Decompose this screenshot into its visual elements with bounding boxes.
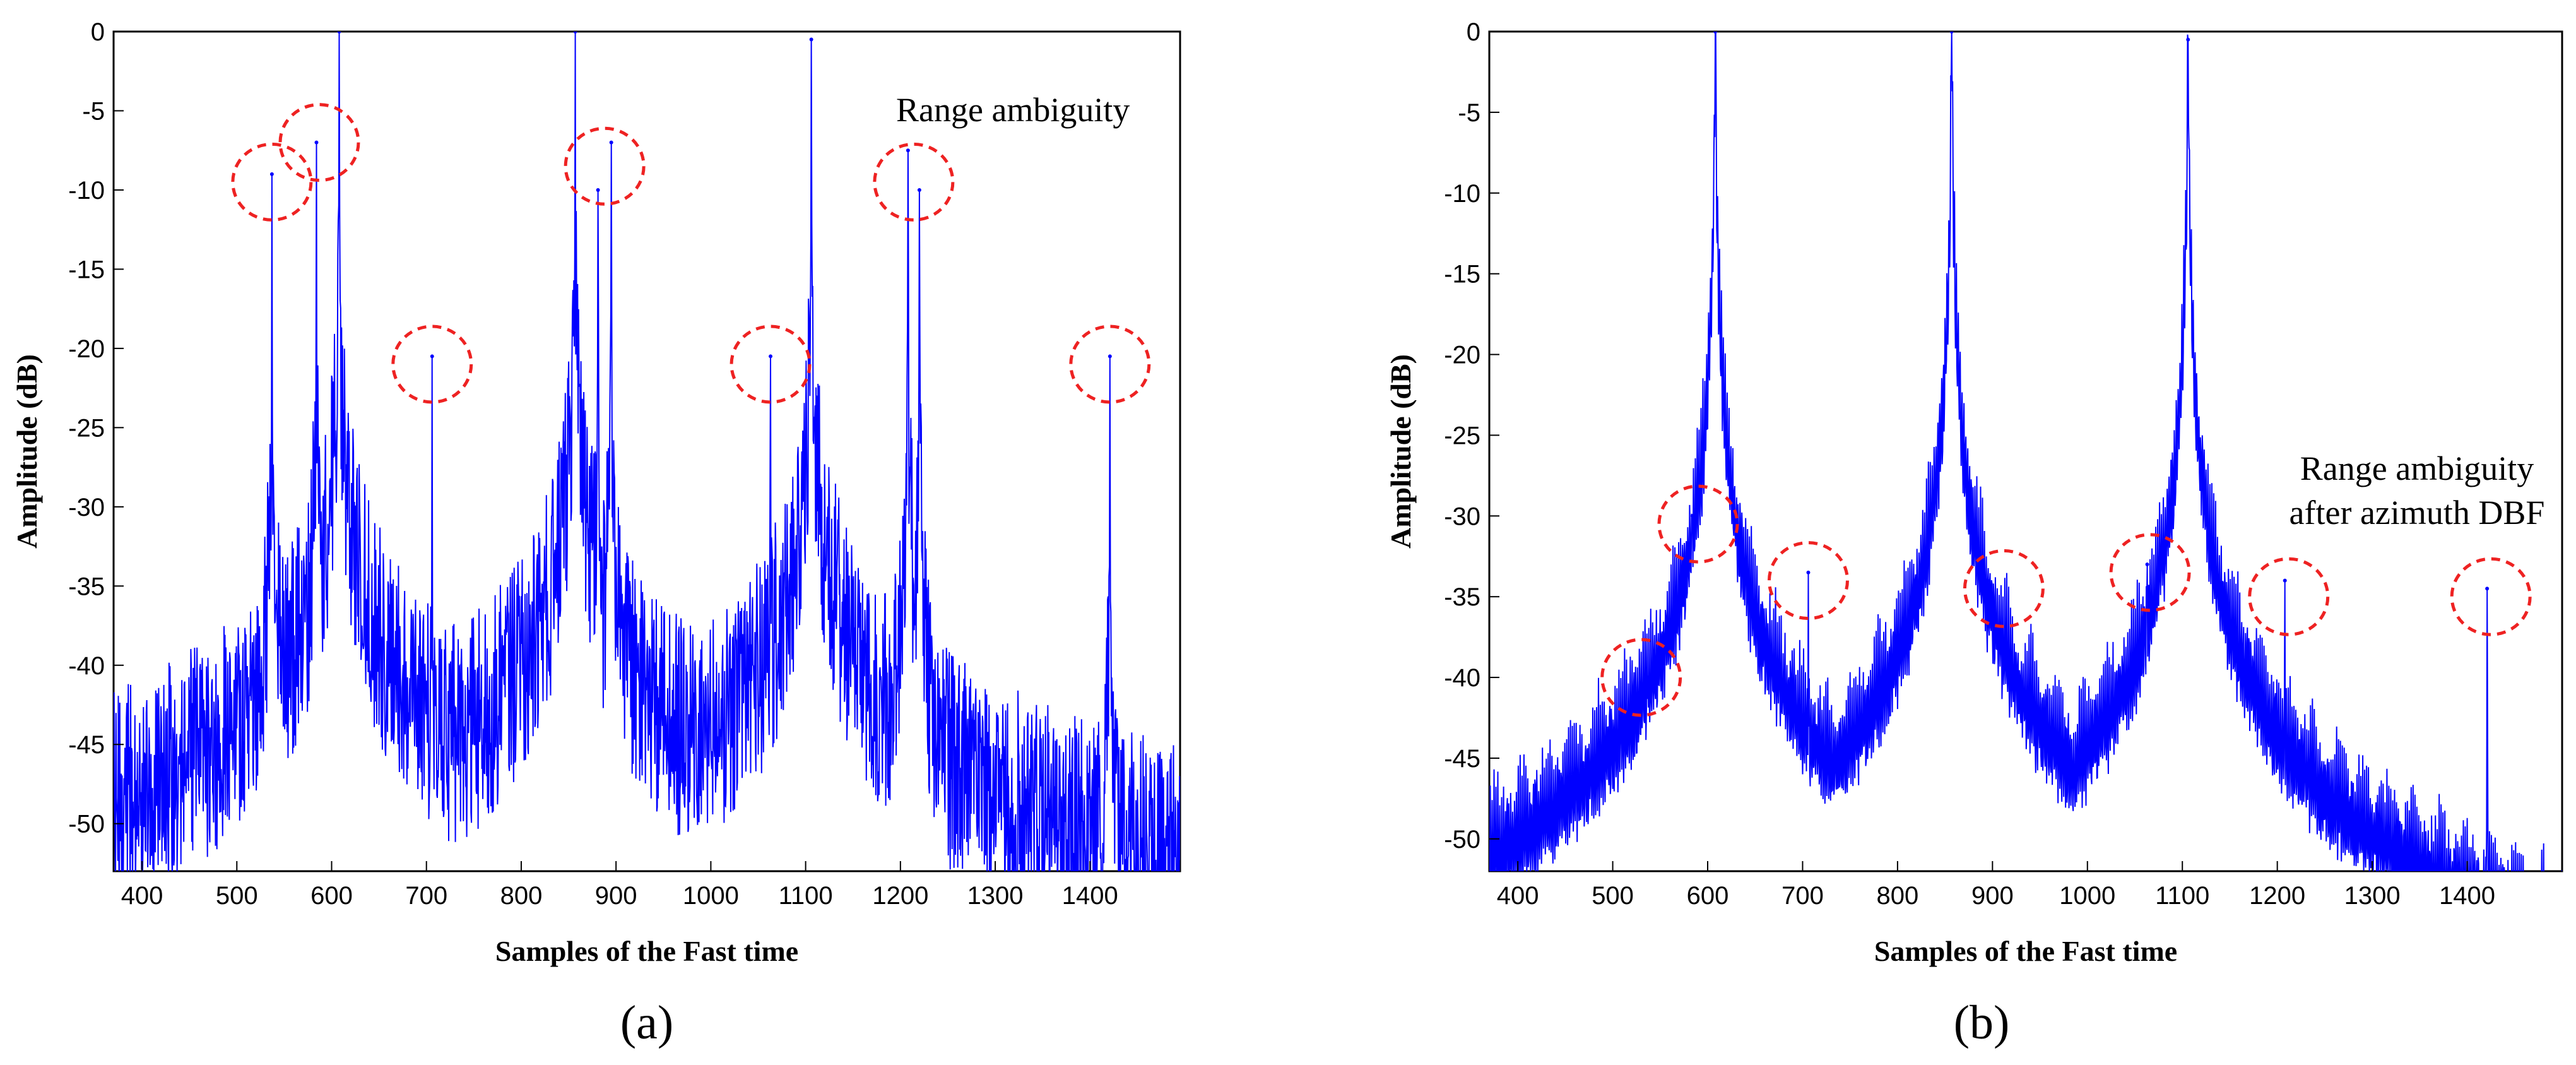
chart-b-xtick-label-1300: 1300 — [2344, 882, 2401, 910]
chart-a-ambiguity-peak-3 — [430, 354, 434, 359]
chart-b-ambiguity-peak-3 — [1806, 570, 1811, 574]
chart-a-ambiguity-peak-7 — [906, 148, 910, 153]
chart-b-y-axis-label: Amplitude (dB) — [1385, 354, 1417, 549]
chart-b-annotation-line-1: Range ambiguity — [2300, 449, 2534, 487]
chart-a-xtick-label-400: 400 — [121, 882, 163, 910]
chart-b-xtick-label-600: 600 — [1687, 882, 1729, 910]
chart-a-xtick-label-800: 800 — [500, 882, 543, 910]
chart-b-ambiguity-marker-5 — [2109, 533, 2191, 612]
chart-a-ambiguity-peak-6 — [769, 354, 773, 359]
chart-a-ambiguity-marker-4 — [564, 126, 646, 206]
chart-a-x-axis-label: Samples of the Fast time — [495, 935, 798, 967]
chart-b-signal-line — [1489, 32, 2562, 871]
chart-a-ambiguity-peak-2 — [314, 140, 319, 145]
chart-b-ambiguity-marker-2 — [1657, 484, 1739, 564]
chart-a-ytick-label--20: -20 — [68, 335, 105, 363]
chart-a-ytick-label--30: -30 — [68, 494, 105, 521]
chart-b-ambiguity-marker-6 — [2248, 557, 2330, 636]
chart-a-xtick-label-1100: 1100 — [779, 882, 833, 910]
chart-a-ambiguity-marker-5 — [730, 324, 812, 404]
chart-a-ytick-label--50: -50 — [68, 811, 105, 838]
chart-a-ytick-label--15: -15 — [68, 256, 105, 283]
chart-b-ytick-label--10: -10 — [1444, 180, 1480, 208]
chart-a-xtick-label-1200: 1200 — [872, 882, 928, 910]
chart-a-main-peak-3 — [809, 37, 813, 42]
chart-a-xtick-label-700: 700 — [405, 882, 447, 910]
chart-b-xtick-label-900: 900 — [1971, 882, 2014, 910]
chart-a-ambiguity-peak-8 — [917, 187, 921, 192]
chart-b-plot-frame — [1488, 30, 2563, 872]
chart-b-ambiguity-peak-2 — [1690, 514, 1694, 518]
chart-b-ambiguity-marker-3 — [1767, 541, 1849, 621]
chart-a-ambiguity-peak-5 — [609, 140, 613, 145]
chart-b-xtick-label-1200: 1200 — [2249, 882, 2305, 910]
chart-a-ambiguity-marker-3 — [391, 324, 473, 404]
chart-b-xtick-label-400: 400 — [1497, 882, 1539, 910]
chart-b-xtick-label-700: 700 — [1781, 882, 1824, 910]
chart-b-ytick-label--30: -30 — [1444, 503, 1480, 530]
chart-a-ambiguity-marker-1 — [231, 142, 313, 222]
chart-a-ambiguity-marker-7 — [1069, 324, 1151, 404]
chart-b-ytick-label--50: -50 — [1444, 826, 1480, 854]
chart-a-xtick-label-500: 500 — [216, 882, 258, 910]
chart-a-ytick-label--35: -35 — [68, 573, 105, 600]
chart-a-ytick-label--10: -10 — [68, 177, 105, 205]
chart-b: 400 500 600 700 800 900 1000 1100 1200 1300 1400 0… — [1385, 18, 2563, 1049]
chart-a-ambiguity-peak-4 — [596, 187, 600, 192]
chart-b-annotation-line-2: after azimuth DBF — [2289, 494, 2545, 532]
chart-b-xtick-label-1000: 1000 — [2059, 882, 2115, 910]
chart-b-ambiguity-peak-6 — [2283, 578, 2287, 583]
chart-b-ambiguity-peak-1 — [1646, 675, 1650, 680]
chart-b-ytick-label--35: -35 — [1444, 583, 1480, 611]
chart-b-x-axis-label: Samples of the Fast time — [1874, 935, 2177, 967]
chart-a-ambiguity-marker-2 — [278, 103, 360, 182]
chart-b-ytick-label--40: -40 — [1444, 664, 1480, 692]
chart-a-annotation-line-1: Range ambiguity — [896, 91, 1130, 129]
chart-a-ytick-label--5: -5 — [82, 97, 105, 125]
chart-b-main-peak-2 — [1949, 32, 1954, 33]
chart-b-panel-label: (b) — [1954, 996, 2010, 1049]
chart-a: 400 500 600 700 800 900 1000 1100 1200 1300 1400 0… — [11, 18, 1181, 1049]
chart-b-xtick-label-800: 800 — [1877, 882, 1919, 910]
chart-b-ambiguity-marker-1 — [1600, 638, 1682, 717]
chart-b-xtick-label-1400: 1400 — [2439, 882, 2495, 910]
chart-a-panel-label: (a) — [620, 996, 673, 1049]
chart-b-ytick-label--5: -5 — [1458, 99, 1480, 127]
chart-b-ambiguity-marker-7 — [2450, 557, 2532, 636]
chart-b-ytick-label-0: 0 — [1467, 18, 1480, 46]
chart-a-xtick-label-900: 900 — [595, 882, 637, 910]
chart-b-main-peak-3 — [2186, 37, 2190, 42]
chart-a-xtick-label-600: 600 — [310, 882, 353, 910]
chart-a-xtick-label-1000: 1000 — [683, 882, 739, 910]
chart-a-y-axis-label: Amplitude (dB) — [11, 354, 43, 549]
chart-a-ytick-label--25: -25 — [68, 414, 105, 442]
chart-a-ambiguity-peak-1 — [269, 172, 274, 176]
chart-b-ytick-label--15: -15 — [1444, 261, 1480, 289]
chart-a-ytick-label--40: -40 — [68, 652, 105, 680]
chart-a-ambiguity-peak-9 — [1108, 354, 1112, 359]
chart-a-ytick-label-0: 0 — [91, 18, 105, 46]
chart-a-signal-line — [114, 32, 1180, 871]
chart-a-plot-frame — [112, 30, 1181, 872]
chart-a-main-peak-1 — [337, 32, 341, 33]
chart-b-ytick-label--20: -20 — [1444, 342, 1480, 369]
chart-a-main-peak-2 — [573, 32, 577, 33]
chart-b-ytick-label--25: -25 — [1444, 422, 1480, 449]
chart-b-xtick-label-500: 500 — [1592, 882, 1634, 910]
chart-b-ambiguity-peak-4 — [1985, 578, 1990, 583]
chart-a-xtick-label-1300: 1300 — [967, 882, 1024, 910]
chart-a-xtick-label-1400: 1400 — [1062, 882, 1118, 910]
chart-b-ytick-label--45: -45 — [1444, 745, 1480, 773]
chart-b-xtick-label-1100: 1100 — [2155, 882, 2209, 910]
chart-b-ambiguity-peak-7 — [2485, 586, 2490, 591]
chart-b-main-peak-1 — [1713, 32, 1718, 33]
chart-b-ambiguity-marker-4 — [1963, 549, 2045, 628]
chart-a-ytick-label--45: -45 — [68, 731, 105, 759]
chart-b-ambiguity-peak-5 — [2145, 562, 2149, 567]
chart-a-ambiguity-marker-6 — [873, 142, 955, 222]
